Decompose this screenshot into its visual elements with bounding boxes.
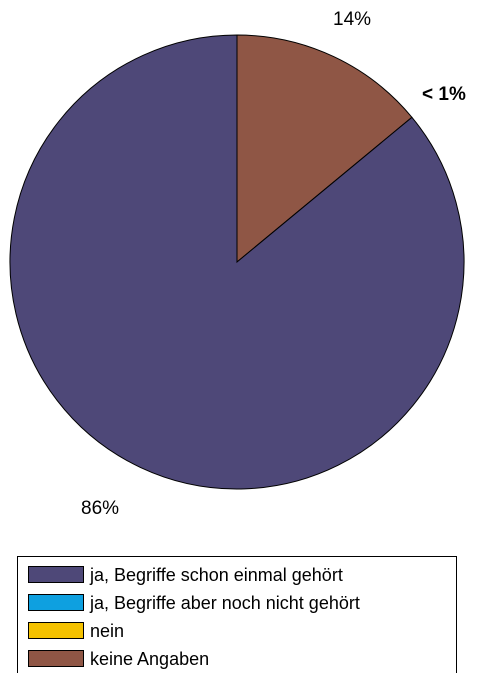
label-86-percent: 86% (81, 498, 120, 519)
legend: ja, Begriffe schon einmal gehört ja, Beg… (17, 556, 457, 673)
label-14-percent: 14% (333, 9, 372, 30)
legend-swatch (28, 566, 84, 583)
pie-slice-0 (9, 34, 465, 490)
legend-label: nein (90, 621, 125, 641)
legend-label: ja, Begriffe schon einmal gehört (90, 565, 343, 585)
label-less-than-1-percent: < 1% (422, 84, 466, 105)
legend-label: ja, Begriffe aber noch nicht gehört (90, 593, 360, 613)
pie-slice-3 (236, 34, 413, 264)
legend-swatch (28, 650, 84, 667)
pie-chart (9, 34, 465, 490)
legend-swatch (28, 622, 84, 639)
legend-label: keine Angaben (90, 649, 210, 669)
legend-swatch (28, 594, 84, 611)
